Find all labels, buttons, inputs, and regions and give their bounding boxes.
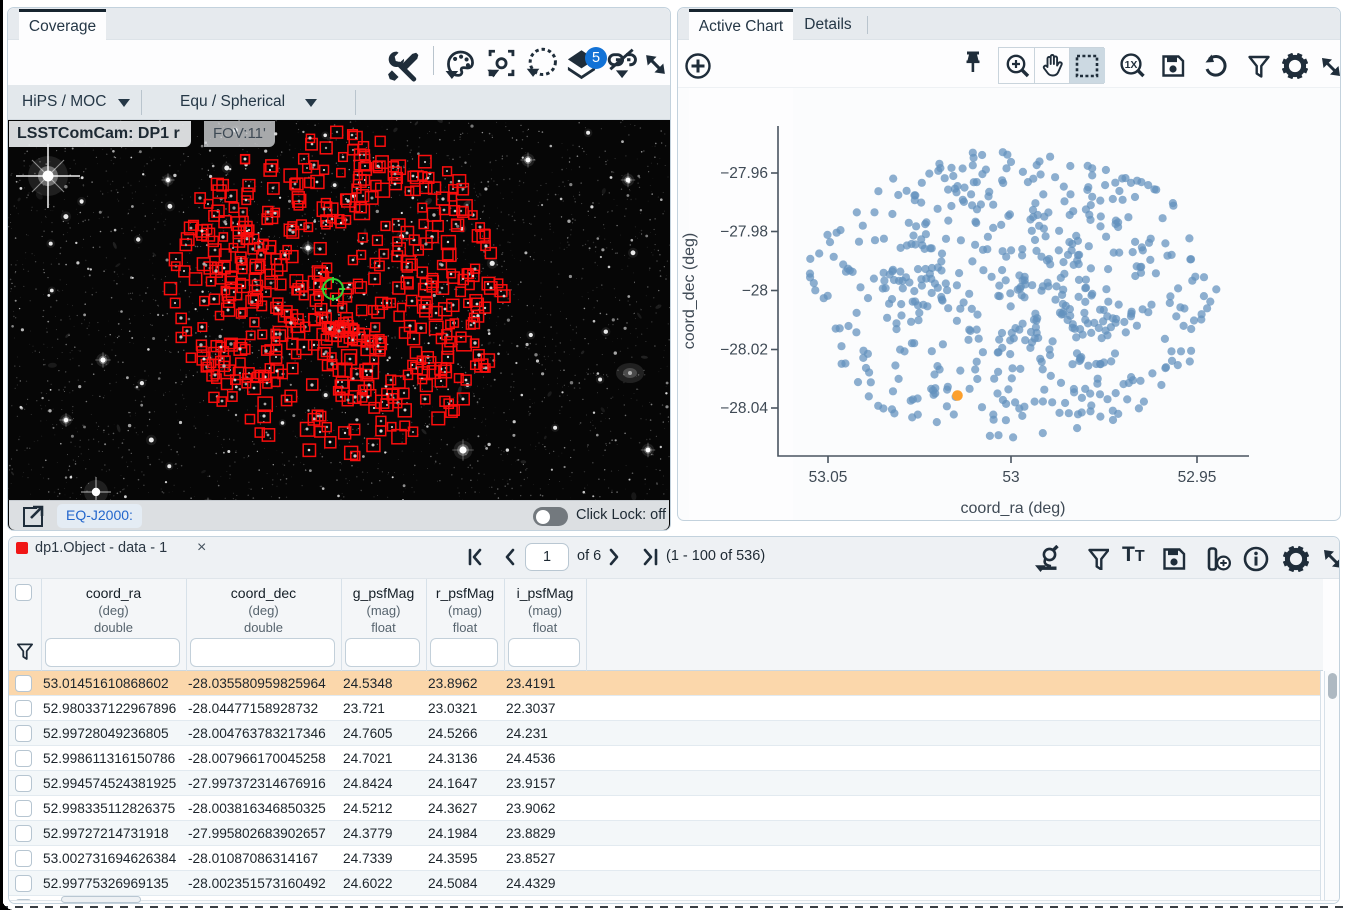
svg-text:−27.98: −27.98 [720, 224, 768, 241]
svg-text:coord_ra (deg): coord_ra (deg) [961, 500, 1066, 517]
svg-text:1X: 1X [1125, 59, 1138, 71]
svg-text:−28.04: −28.04 [720, 400, 768, 417]
svg-text:53.05: 53.05 [809, 469, 848, 486]
svg-text:−27.96: −27.96 [720, 165, 768, 182]
svg-text:52.95: 52.95 [1178, 469, 1217, 486]
svg-text:−28.02: −28.02 [720, 342, 768, 359]
svg-text:−28: −28 [742, 283, 768, 300]
svg-text:53: 53 [1002, 469, 1019, 486]
svg-text:coord_dec (deg): coord_dec (deg) [681, 233, 698, 350]
